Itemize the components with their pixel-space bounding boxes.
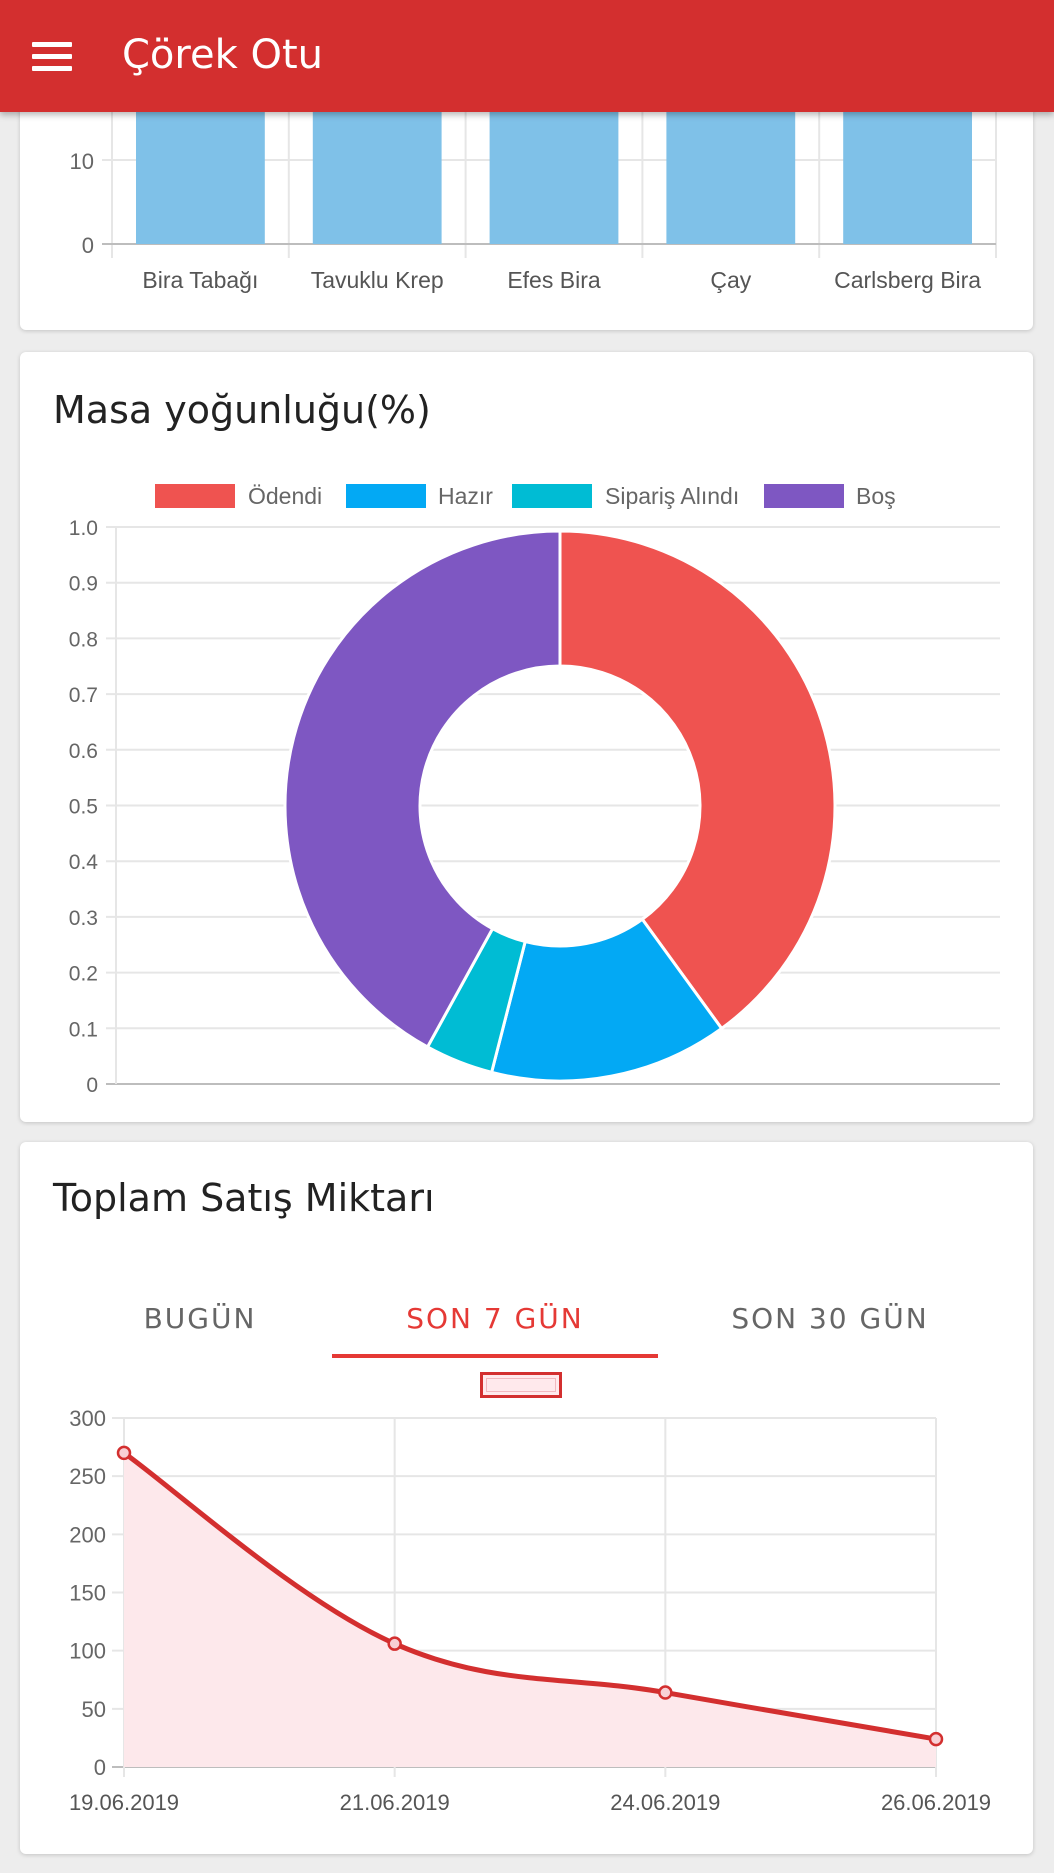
legend-label: Hazır	[438, 483, 493, 509]
sales-area-fill	[124, 1452, 936, 1767]
tab-last-30-days[interactable]: SON 30 GÜN	[731, 1302, 929, 1335]
line-x-label: 26.06.2019	[881, 1790, 991, 1815]
occupancy-card: Masa yoğunluğu(%) 0 0.1 0.2 0.3 0.4 0.5 0.6 0.7…	[20, 352, 1033, 1122]
bar-x-label: Çay	[710, 267, 751, 293]
bar-y-tick: 0	[82, 233, 94, 258]
donut-y-tick: 0.9	[69, 573, 98, 596]
tab-today[interactable]: BUGÜN	[143, 1302, 257, 1335]
donut-slice	[558, 529, 837, 1031]
line-y-tick: 150	[69, 1581, 106, 1606]
sales-line	[122, 1450, 937, 1742]
sales-title: Toplam Satış Miktarı	[53, 1176, 435, 1220]
legend-swatch	[764, 484, 844, 508]
occupancy-donut-chart: 0 0.1 0.2 0.3 0.4 0.5 0.6 0.7 0.8 0.9 1.0 Ödendi Haz…	[69, 483, 1000, 1097]
bar-x-label: Bira Tabağı	[142, 267, 258, 293]
donut-slice	[489, 917, 724, 1083]
app-bar: Çörek Otu	[0, 0, 1054, 112]
legend-label: Boş	[856, 483, 896, 509]
line-x-label: 19.06.2019	[69, 1790, 179, 1815]
line-y-tick: 50	[82, 1697, 106, 1722]
tab-last-7-days[interactable]: SON 7 GÜN	[406, 1302, 584, 1335]
sales-card: Toplam Satış Miktarı BUGÜN SON 7 GÜN SON…	[20, 1142, 1033, 1854]
donut-y-tick: 0.8	[69, 628, 98, 651]
donut-y-tick: 1.0	[69, 517, 98, 540]
line-y-tick: 300	[69, 1406, 106, 1431]
line-y-tick: 250	[69, 1464, 106, 1489]
line-x-label: 24.06.2019	[610, 1790, 720, 1815]
donut-y-tick: 0.5	[69, 796, 98, 819]
occupancy-title: Masa yoğunluğu(%)	[53, 388, 431, 432]
legend-swatch	[155, 484, 235, 508]
tab-active-indicator	[332, 1354, 658, 1358]
donut-y-tick: 0.3	[69, 907, 98, 930]
legend-swatch	[512, 484, 592, 508]
bar-y-tick: 10	[70, 149, 94, 174]
bar-x-label: Carlsberg Bira	[834, 267, 981, 293]
hamburger-menu-icon[interactable]	[20, 30, 84, 82]
legend-swatch	[346, 484, 426, 508]
sales-area-chart: 0 50 100 150 200 250 300 19.06.2019 21.06.2019 24…	[69, 1406, 991, 1815]
sales-point	[387, 1636, 402, 1651]
legend-label: Ödendi	[248, 483, 322, 509]
sales-point	[116, 1445, 132, 1461]
bar-x-label: Tavuklu Krep	[311, 267, 444, 293]
sales-point	[658, 1685, 673, 1700]
donut-y-tick: 0.6	[69, 740, 98, 763]
line-y-tick: 100	[69, 1639, 106, 1664]
donut-y-tick: 0.7	[69, 684, 98, 707]
donut-y-tick: 0	[86, 1074, 98, 1097]
sales-legend-swatch	[480, 1372, 562, 1398]
app-title: Çörek Otu	[122, 32, 323, 78]
bar-x-label: Efes Bira	[507, 267, 601, 293]
donut-slice	[283, 529, 562, 1050]
donut-y-tick: 0.2	[69, 963, 98, 986]
donut-y-tick: 0.1	[69, 1018, 98, 1041]
donut-y-tick: 0.4	[69, 851, 99, 874]
line-y-tick: 200	[69, 1522, 106, 1547]
line-y-tick: 0	[94, 1755, 106, 1780]
legend-label: Sipariş Alındı	[605, 483, 739, 509]
line-x-label: 21.06.2019	[340, 1790, 450, 1815]
sales-point	[928, 1731, 944, 1747]
